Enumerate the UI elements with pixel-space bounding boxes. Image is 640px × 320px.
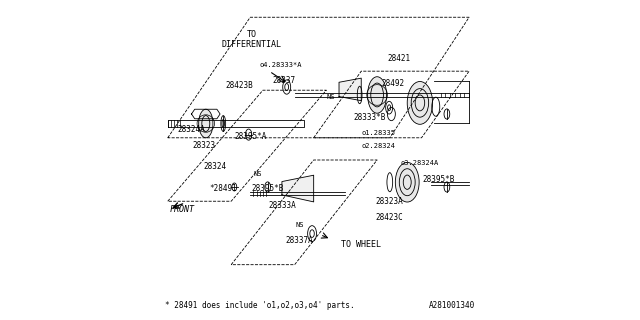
Polygon shape — [282, 175, 314, 202]
Text: 28395*A: 28395*A — [234, 132, 266, 141]
Text: o4.28333*A: o4.28333*A — [259, 62, 301, 68]
Text: 28423C: 28423C — [376, 212, 404, 222]
Text: A281001340: A281001340 — [429, 301, 476, 310]
Text: 28421: 28421 — [388, 54, 411, 63]
Text: 28323A: 28323A — [376, 197, 404, 206]
Text: * 28491 does include 'o1,o2,o3,o4' parts.: * 28491 does include 'o1,o2,o3,o4' parts… — [164, 301, 354, 310]
Text: 28333A: 28333A — [268, 202, 296, 211]
Text: o1.28335: o1.28335 — [362, 130, 396, 136]
Text: NS: NS — [254, 171, 262, 177]
Ellipse shape — [396, 162, 419, 202]
Text: NS: NS — [327, 93, 335, 100]
Text: o2.28324: o2.28324 — [362, 143, 396, 149]
Ellipse shape — [367, 77, 387, 113]
Text: 28492: 28492 — [381, 79, 404, 88]
Text: 28333*B: 28333*B — [353, 113, 385, 122]
Polygon shape — [339, 78, 361, 101]
Ellipse shape — [198, 109, 213, 138]
Ellipse shape — [407, 82, 433, 124]
Text: NS: NS — [295, 222, 303, 228]
Text: 28324: 28324 — [204, 162, 227, 171]
Text: 28337A: 28337A — [285, 236, 313, 245]
Text: TO WHEEL: TO WHEEL — [340, 240, 381, 249]
Text: TO
DIFFERENTIAL: TO DIFFERENTIAL — [222, 30, 282, 49]
Text: 28323: 28323 — [193, 141, 216, 150]
Text: 28423B: 28423B — [225, 81, 253, 90]
Text: 28324A: 28324A — [178, 125, 205, 134]
Text: o3.28324A: o3.28324A — [401, 160, 439, 166]
Text: *28491: *28491 — [209, 184, 237, 193]
Text: 28395*B: 28395*B — [252, 184, 284, 193]
Text: FRONT: FRONT — [170, 205, 195, 214]
Text: 28395*B: 28395*B — [423, 174, 455, 184]
Text: 28337: 28337 — [272, 76, 295, 85]
